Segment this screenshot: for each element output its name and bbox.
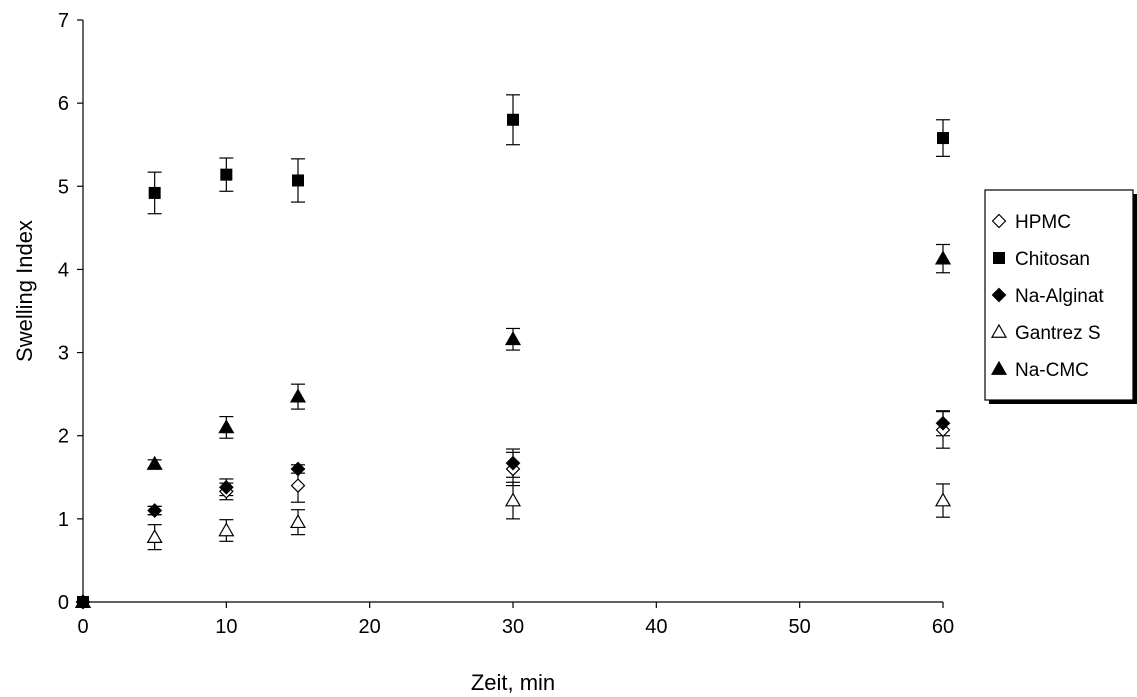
y-tick-label: 1 [58, 509, 69, 531]
point-chitosan [937, 132, 949, 145]
y-tick-label: 3 [58, 343, 69, 365]
y-tick-label: 6 [58, 93, 69, 115]
y-tick-label: 7 [58, 10, 69, 32]
x-tick-label: 0 [77, 616, 88, 638]
y-axis-title: Swelling Index [12, 220, 37, 362]
point-na-alginat [290, 461, 306, 477]
point-gantrez-s [504, 492, 522, 507]
point-na-cmc [934, 250, 952, 265]
x-tick-label: 50 [789, 616, 811, 638]
y-tick-label: 0 [58, 592, 69, 614]
point-gantrez-s [218, 522, 235, 537]
point-chitosan [220, 168, 233, 181]
point-na-cmc [146, 455, 163, 470]
legend-label-na-alginat: Na-Alginat [1015, 286, 1104, 307]
point-na-alginat [505, 455, 521, 471]
axes: 0 1 2 3 4 5 6 7 0 10 20 30 40 50 60 [58, 10, 954, 638]
point-chitosan [77, 596, 89, 608]
point-na-alginat [218, 479, 234, 495]
legend-item-hpmc: HPMC [991, 212, 1071, 233]
point-na-cmc [289, 388, 307, 403]
point-chitosan [507, 113, 519, 126]
x-axis-title: Zeit, min [471, 670, 555, 695]
point-chitosan [148, 186, 161, 199]
x-tick-label: 30 [502, 616, 524, 638]
point-na-alginat [935, 415, 951, 431]
legend-item-na-cmc: Na-CMC [990, 360, 1089, 381]
legend-marker-hpmc [991, 213, 1007, 229]
x-tick-label: 20 [359, 616, 381, 638]
point-gantrez-s [934, 492, 952, 507]
legend-label-na-cmc: Na-CMC [1015, 360, 1089, 381]
legend-label-chitosan: Chitosan [1015, 249, 1090, 270]
x-tick-label: 10 [215, 616, 237, 638]
x-tick-label: 60 [932, 616, 954, 638]
legend-item-gantrez-s: Gantrez S [990, 323, 1101, 344]
y-tick-label: 5 [58, 176, 69, 198]
legend: HPMC Chitosan Na-Alginat Gantrez S Na-CMC [984, 189, 1137, 404]
legend-box [984, 189, 1134, 401]
point-na-cmc [218, 419, 235, 434]
data-markers [74, 113, 952, 610]
point-na-cmc [504, 331, 522, 346]
legend-item-chitosan: Chitosan [993, 249, 1090, 270]
point-hpmc [290, 478, 306, 493]
point-na-alginat [147, 503, 163, 518]
y-tick-label: 2 [58, 426, 69, 448]
legend-marker-na-cmc [990, 360, 1008, 375]
legend-label-hpmc: HPMC [1015, 212, 1071, 233]
legend-marker-na-alginat [991, 287, 1007, 303]
point-gantrez-s [146, 528, 163, 543]
legend-marker-gantrez-s [990, 323, 1008, 338]
point-chitosan [292, 174, 304, 187]
legend-marker-chitosan [993, 252, 1005, 264]
legend-label-gantrez-s: Gantrez S [1015, 323, 1101, 344]
legend-item-na-alginat: Na-Alginat [991, 286, 1104, 307]
error-bars [147, 94, 950, 551]
y-tick-label: 4 [58, 259, 69, 281]
point-gantrez-s [289, 513, 307, 529]
x-tick-label: 40 [645, 616, 667, 638]
